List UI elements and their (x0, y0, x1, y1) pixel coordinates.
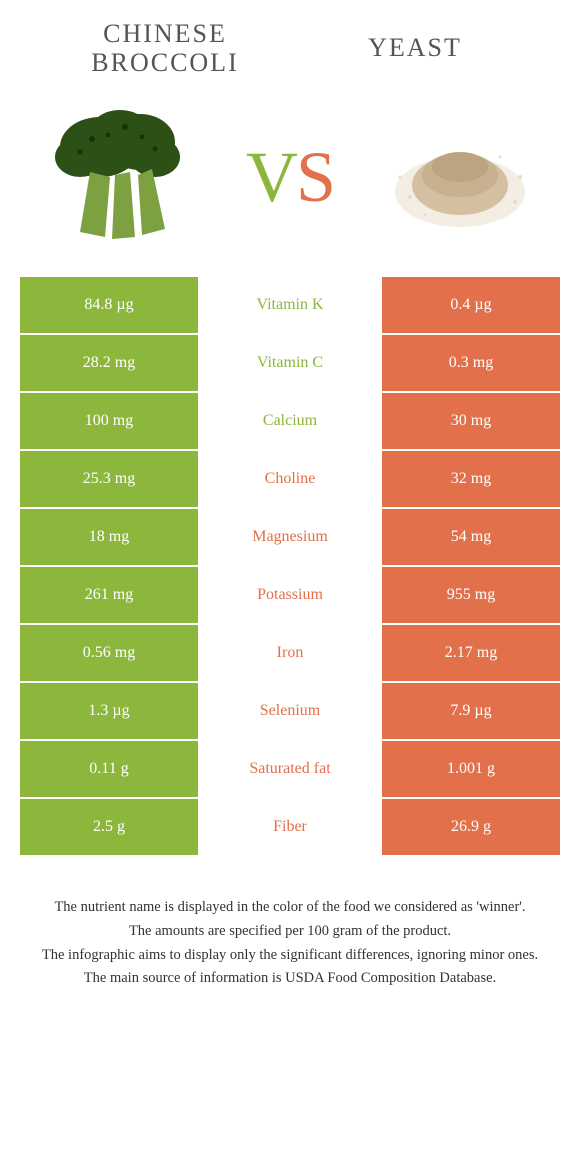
table-row: 2.5 gFiber26.9 g (20, 799, 560, 855)
right-value-cell: 0.3 mg (382, 335, 560, 391)
right-value-cell: 1.001 g (382, 741, 560, 797)
footnote-line: The main source of information is USDA F… (30, 968, 550, 990)
left-value-cell: 28.2 mg (20, 335, 198, 391)
nutrient-table: 84.8 µgVitamin K0.4 µg28.2 mgVitamin C0.… (20, 277, 560, 855)
table-row: 84.8 µgVitamin K0.4 µg (20, 277, 560, 333)
table-row: 28.2 mgVitamin C0.3 mg (20, 335, 560, 391)
nutrient-name-cell: Potassium (198, 567, 382, 623)
left-value-cell: 261 mg (20, 567, 198, 623)
nutrient-name-cell: Fiber (198, 799, 382, 855)
nutrient-name-cell: Iron (198, 625, 382, 681)
nutrient-name-cell: Selenium (198, 683, 382, 739)
footnotes: The nutrient name is displayed in the co… (0, 857, 580, 990)
nutrient-name-cell: Vitamin C (198, 335, 382, 391)
nutrient-name-cell: Choline (198, 451, 382, 507)
right-food-image (370, 97, 550, 257)
right-value-cell: 7.9 µg (382, 683, 560, 739)
left-value-cell: 0.11 g (20, 741, 198, 797)
vs-label: VS (246, 136, 334, 219)
table-row: 25.3 mgCholine32 mg (20, 451, 560, 507)
table-row: 0.56 mgIron2.17 mg (20, 625, 560, 681)
right-food-title: Yeast (290, 34, 540, 63)
vs-v: V (246, 137, 296, 217)
table-row: 261 mgPotassium955 mg (20, 567, 560, 623)
nutrient-name-cell: Vitamin K (198, 277, 382, 333)
footnote-line: The nutrient name is displayed in the co… (30, 897, 550, 919)
right-value-cell: 2.17 mg (382, 625, 560, 681)
left-food-title: Chinese broccoli (40, 20, 290, 77)
table-row: 100 mgCalcium30 mg (20, 393, 560, 449)
left-value-cell: 100 mg (20, 393, 198, 449)
right-value-cell: 955 mg (382, 567, 560, 623)
left-value-cell: 2.5 g (20, 799, 198, 855)
right-value-cell: 32 mg (382, 451, 560, 507)
nutrient-name-cell: Calcium (198, 393, 382, 449)
left-food-image (30, 97, 210, 257)
footnote-line: The amounts are specified per 100 gram o… (30, 921, 550, 943)
table-row: 18 mgMagnesium54 mg (20, 509, 560, 565)
table-row: 1.3 µgSelenium7.9 µg (20, 683, 560, 739)
right-value-cell: 30 mg (382, 393, 560, 449)
left-value-cell: 84.8 µg (20, 277, 198, 333)
table-row: 0.11 gSaturated fat1.001 g (20, 741, 560, 797)
nutrient-name-cell: Magnesium (198, 509, 382, 565)
left-value-cell: 25.3 mg (20, 451, 198, 507)
footnote-line: The infographic aims to display only the… (30, 945, 550, 967)
right-value-cell: 54 mg (382, 509, 560, 565)
nutrient-name-cell: Saturated fat (198, 741, 382, 797)
right-value-cell: 0.4 µg (382, 277, 560, 333)
images-row: VS (0, 87, 580, 277)
vs-s: S (296, 137, 334, 217)
right-value-cell: 26.9 g (382, 799, 560, 855)
left-value-cell: 18 mg (20, 509, 198, 565)
left-value-cell: 1.3 µg (20, 683, 198, 739)
header: Chinese broccoli Yeast (0, 0, 580, 87)
left-value-cell: 0.56 mg (20, 625, 198, 681)
